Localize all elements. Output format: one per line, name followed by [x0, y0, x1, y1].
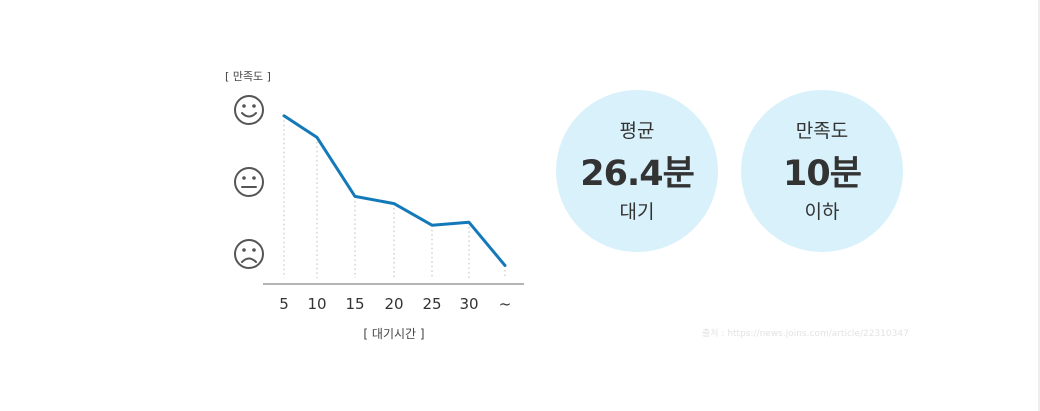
y-axis-label: [ 만족도 ] [225, 70, 271, 83]
x-tick-label: 5 [279, 295, 289, 313]
x-tick-label: 15 [345, 295, 364, 313]
x-tick-label: 20 [384, 295, 403, 313]
average-value: 26.4분 [580, 154, 695, 194]
x-tick-label: 10 [307, 295, 326, 313]
satisfaction-threshold-circle: 만족도 10분 이하 [741, 90, 903, 252]
average-wait-circle: 평균 26.4분 대기 [556, 90, 718, 252]
x-axis-label: [ 대기시간 ] [363, 327, 424, 341]
page-edge [1038, 0, 1040, 411]
average-label: 평균 [619, 120, 655, 142]
source-caption: 출처 : https://news.joins.com/article/2231… [702, 329, 909, 339]
neutral-face-icon [234, 167, 264, 197]
satisfaction-suffix: 이하 [804, 201, 840, 223]
satisfaction-label: 만족도 [795, 120, 849, 142]
x-tick-label: 30 [459, 295, 478, 313]
x-tick-label: 25 [422, 295, 441, 313]
frown-face-icon [234, 239, 264, 269]
satisfaction-value: 10분 [783, 154, 862, 194]
average-suffix: 대기 [619, 201, 655, 223]
x-tick-label: ~ [499, 295, 512, 313]
smile-face-icon [234, 95, 264, 125]
satisfaction-wait-chart: [ 만족도 ] [ 대기시간 ] 5 10 15 20 25 30 ~ [225, 70, 524, 341]
series-line [282, 114, 507, 267]
